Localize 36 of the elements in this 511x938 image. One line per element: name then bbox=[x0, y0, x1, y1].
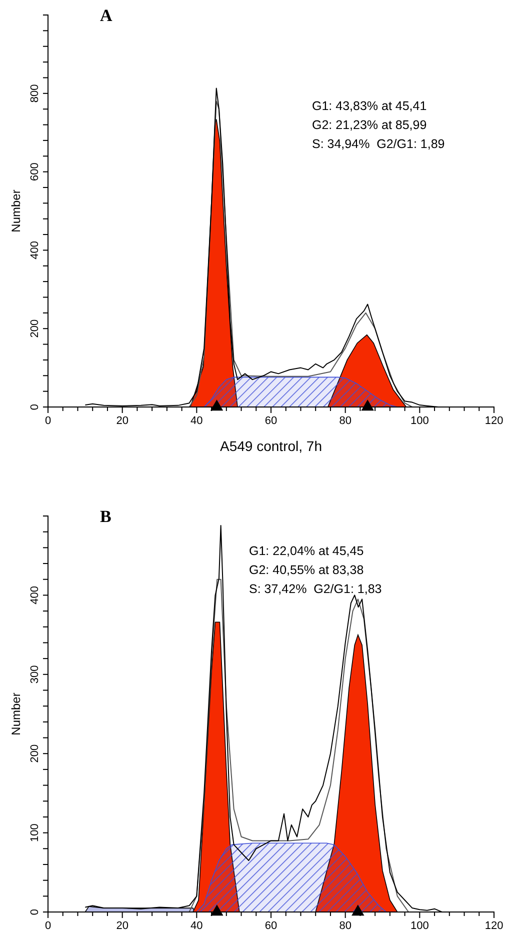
x-tick-label: 100 bbox=[410, 920, 429, 932]
x-tick-label: 100 bbox=[410, 414, 429, 427]
line-series bbox=[188, 578, 410, 912]
y-tick-label: 200 bbox=[29, 319, 41, 338]
y-axis-title: Number bbox=[9, 190, 23, 232]
x-tick-label: 20 bbox=[116, 920, 128, 932]
annotation: G2: 21,23% at 85,99 bbox=[312, 118, 427, 132]
x-tick-label: 60 bbox=[264, 414, 278, 427]
chart-title: A bbox=[100, 6, 113, 25]
y-axis-title: Number bbox=[9, 692, 23, 736]
x-tick-label: 120 bbox=[484, 920, 504, 932]
y-tick-label: 800 bbox=[29, 84, 41, 103]
y-tick-label: 0 bbox=[29, 908, 41, 916]
y-tick-label: 300 bbox=[29, 665, 41, 684]
annotation: S: 34,94% G2/G1: 1,89 bbox=[312, 137, 445, 151]
x-tick-label: 0 bbox=[44, 414, 52, 427]
annotation: G1: 43,83% at 45,41 bbox=[312, 99, 427, 113]
x-tick-label: 40 bbox=[190, 414, 203, 427]
x-tick-label: 80 bbox=[339, 920, 352, 932]
x-tick-label: 20 bbox=[116, 414, 128, 427]
chart-title: B bbox=[100, 507, 112, 526]
x-tick-label: 60 bbox=[264, 920, 278, 932]
x-tick-label: 0 bbox=[44, 920, 52, 932]
y-tick-label: 400 bbox=[29, 241, 41, 260]
y-tick-label: 100 bbox=[29, 824, 41, 842]
annotation: G2: 40,55% at 83,38 bbox=[249, 563, 364, 577]
annotation: G1: 22,04% at 45,45 bbox=[249, 544, 364, 558]
y-tick-label: 600 bbox=[29, 162, 41, 181]
y-tick-label: 400 bbox=[29, 586, 41, 604]
x-tick-label: 80 bbox=[339, 414, 352, 427]
y-tick-label: 0 bbox=[29, 404, 41, 410]
x-tick-label: 120 bbox=[484, 414, 504, 427]
x-axis-title: A549 control, 7h bbox=[220, 438, 322, 454]
x-tick-label: 40 bbox=[190, 920, 203, 932]
annotation: S: 37,42% G2/G1: 1,83 bbox=[249, 582, 382, 596]
y-tick-label: 200 bbox=[29, 744, 41, 763]
